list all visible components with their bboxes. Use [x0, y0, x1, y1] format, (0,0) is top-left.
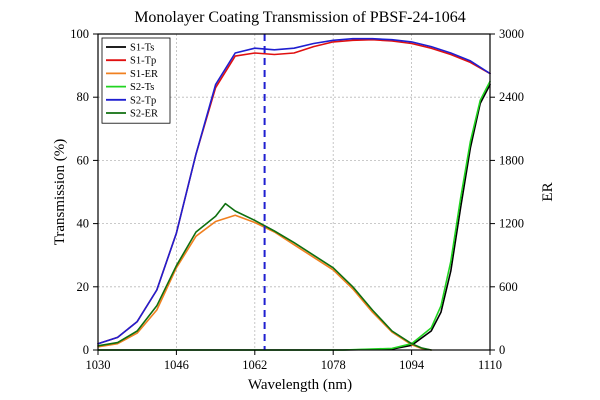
- legend-label: S2-Ts: [130, 82, 154, 93]
- y2-tick-label: 3000: [499, 27, 524, 41]
- y2-tick-label: 2400: [499, 90, 524, 104]
- y-tick-label: 60: [77, 153, 90, 167]
- x-tick-label: 1046: [164, 358, 189, 372]
- y-tick-label: 80: [77, 90, 90, 104]
- axes: 1030 1046 1062 1078 1094 11100204060801000600…: [70, 27, 524, 372]
- legend-label: S2-ER: [130, 109, 158, 120]
- y2-tick-label: 600: [499, 280, 518, 294]
- x-tick-label: 1062: [242, 358, 267, 372]
- x-tick-label: 1078: [321, 358, 346, 372]
- x-tick-label: 1030: [86, 358, 111, 372]
- chart-title: Monolayer Coating Transmission of PBSF-2…: [134, 9, 466, 26]
- grid: [98, 34, 490, 350]
- y2-tick-label: 0: [499, 343, 505, 357]
- legend-box: [101, 37, 171, 124]
- y-tick-label: 40: [77, 217, 90, 231]
- y2-tick-label: 1800: [499, 153, 524, 167]
- plot-frame: [97, 33, 491, 351]
- legend-label: S2-Tp: [130, 95, 156, 106]
- legend-label: S1-Ts: [130, 43, 154, 54]
- series-line-s1-er: [97, 214, 433, 351]
- series-line-s2-tp: [97, 37, 491, 345]
- y-axis-label: Transmission (%): [52, 139, 68, 246]
- y2-tick-label: 1200: [499, 217, 524, 231]
- x-axis-label: Wavelength (nm): [248, 377, 352, 393]
- y-tick-label: 20: [77, 280, 90, 294]
- x-tick-label: 1110: [478, 358, 502, 372]
- legend-label: S1-Tp: [130, 56, 156, 67]
- legend-label: S1-ER: [130, 69, 158, 80]
- y-tick-label: 100: [70, 27, 89, 41]
- x-tick-label: 1094: [399, 358, 425, 372]
- y2-axis-label: ER: [540, 182, 556, 201]
- y-tick-label: 0: [83, 343, 89, 357]
- legend: S1-Ts S1-Tp S1-ER S2-Ts S2-Tp S2-ER: [101, 37, 171, 124]
- series-line-s2-er: [97, 202, 433, 351]
